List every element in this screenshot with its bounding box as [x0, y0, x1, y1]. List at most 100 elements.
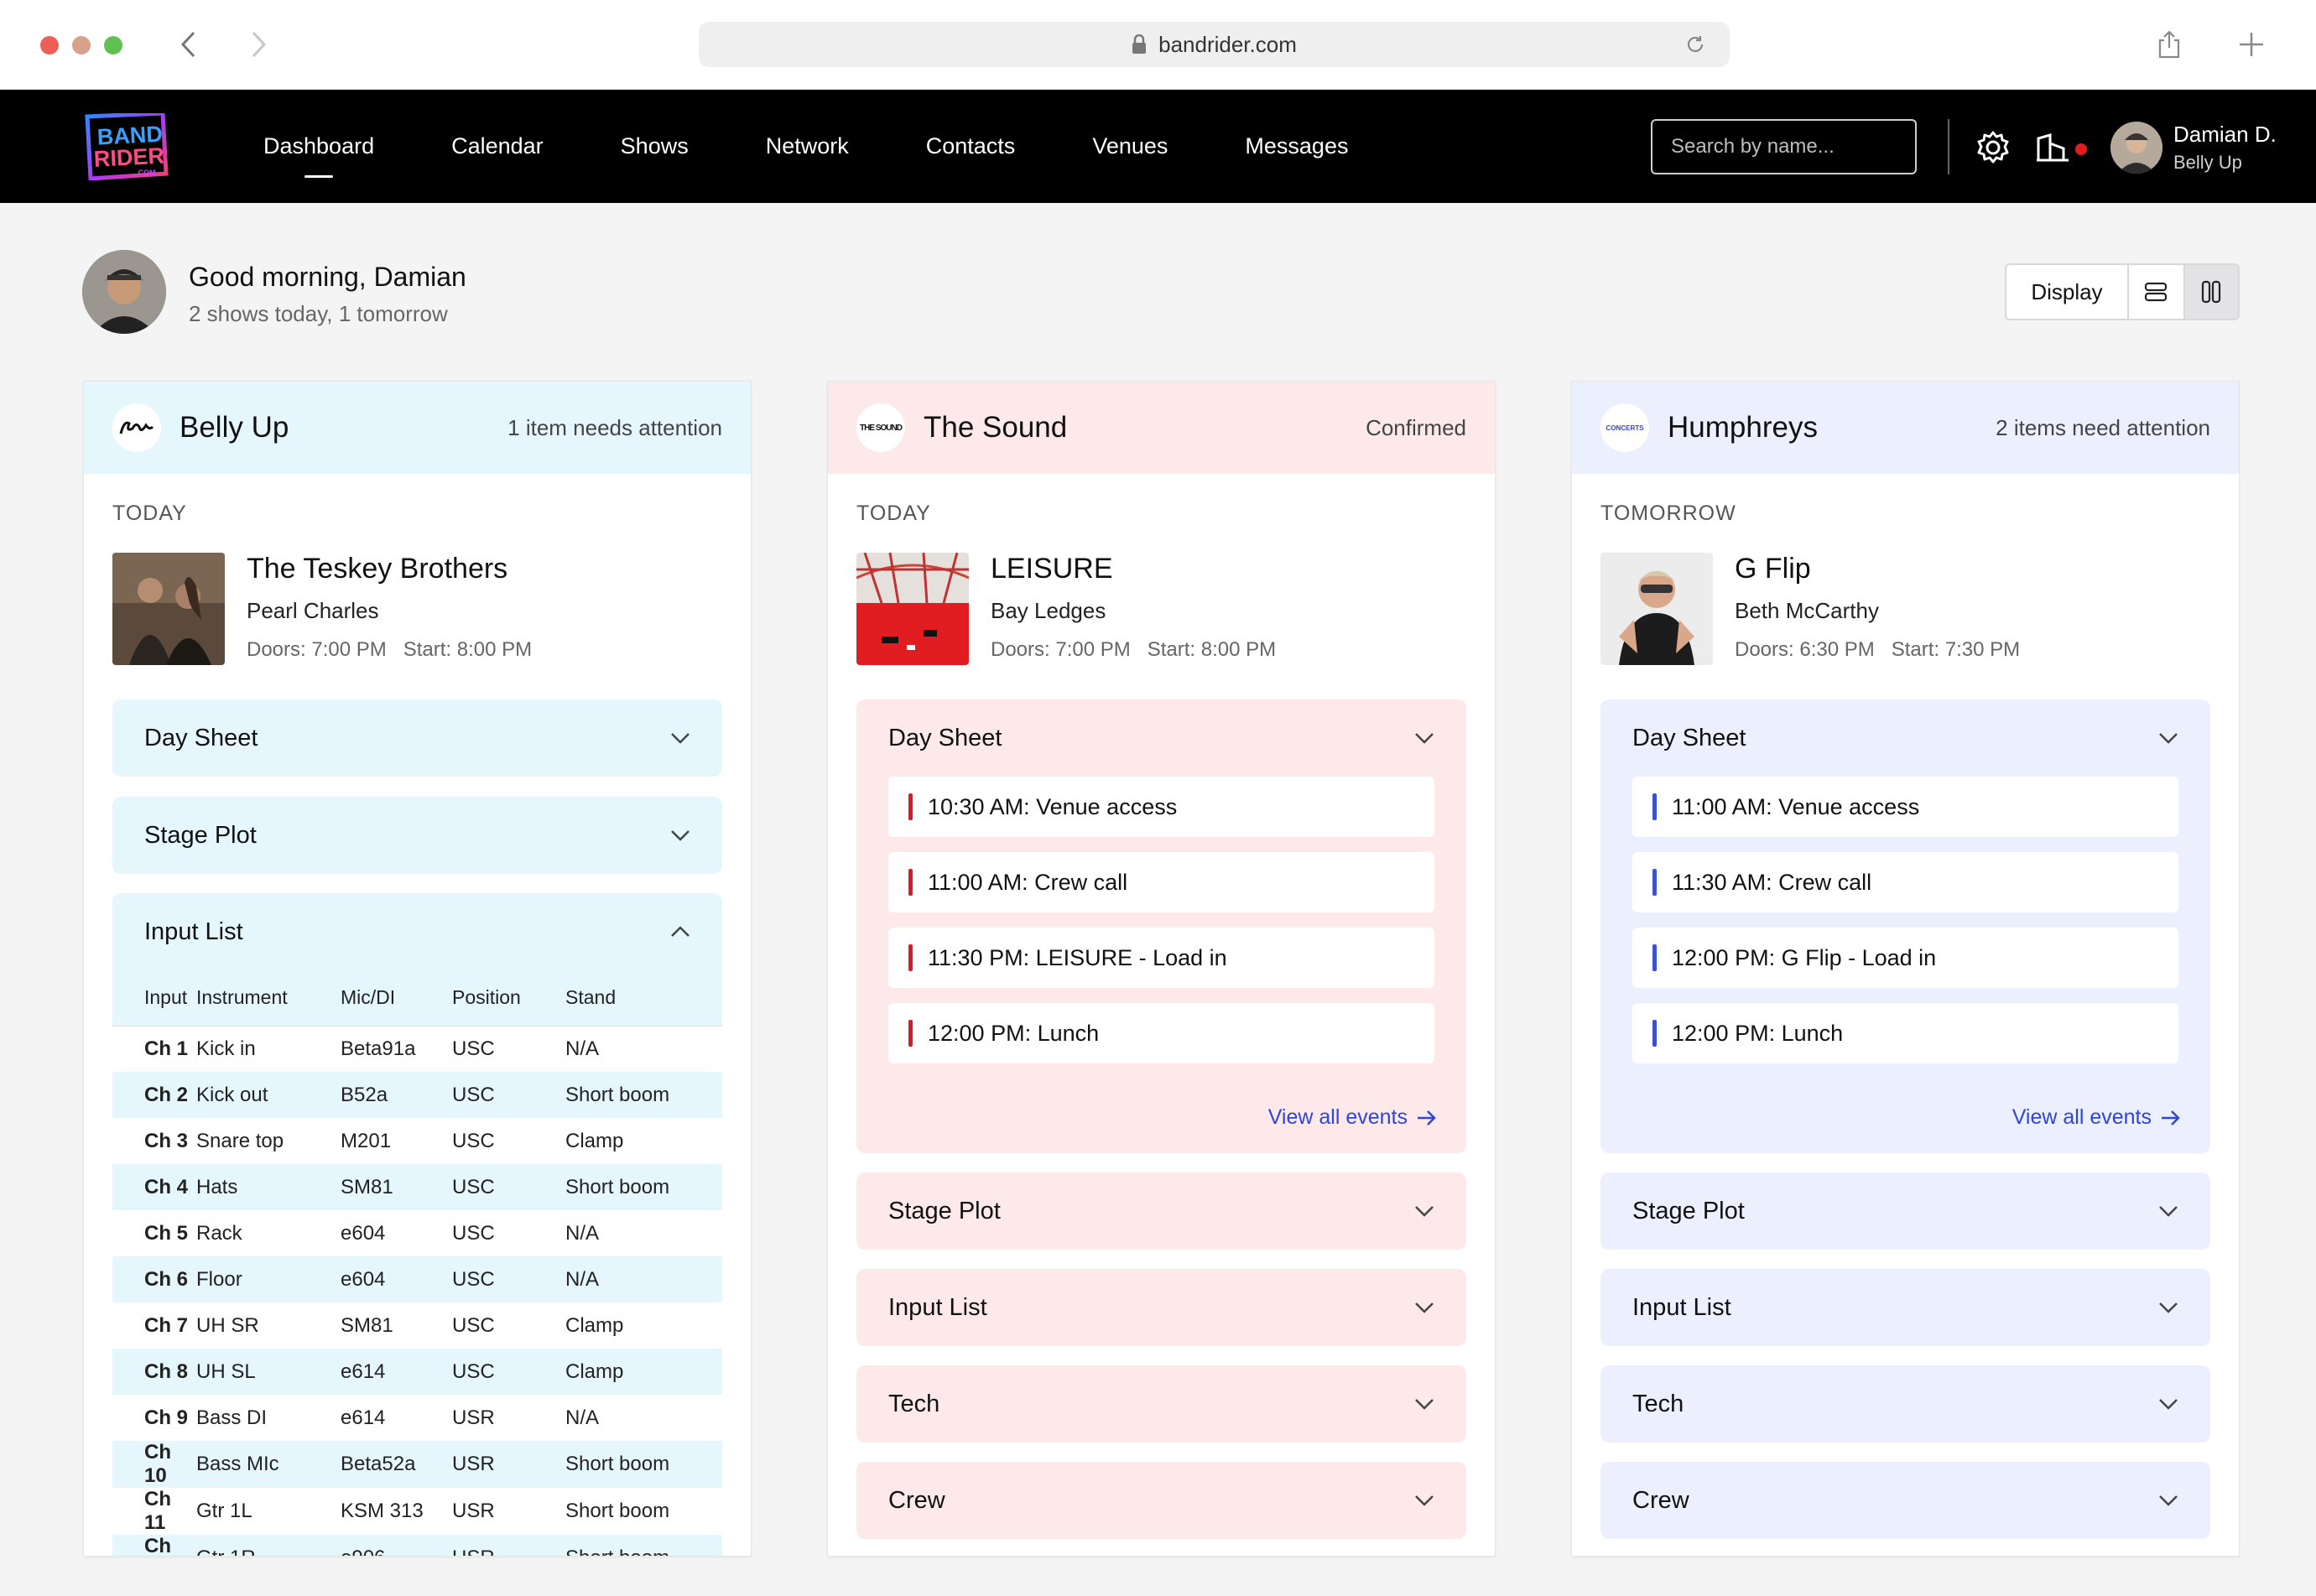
stage-plot-accordion[interactable]: Stage Plot — [1600, 1172, 2210, 1250]
arrow-right-icon — [1418, 1110, 1436, 1126]
schedule-event[interactable]: 11:30 PM: LEISURE - Load in — [888, 928, 1434, 988]
table-row[interactable]: Ch 2 Kick out B52a USC Short boom — [112, 1072, 722, 1118]
notification-dot — [2075, 143, 2087, 155]
table-row[interactable]: Ch 10 Bass MIc Beta52a USR Short boom — [112, 1441, 722, 1488]
tech-accordion[interactable]: Tech — [856, 1365, 1466, 1443]
nav-messages[interactable]: Messages — [1245, 133, 1349, 159]
schedule-event[interactable]: 11:00 AM: Venue access — [1632, 777, 2178, 837]
gear-icon[interactable] — [1975, 130, 2011, 165]
schedule-event[interactable]: 11:30 AM: Crew call — [1632, 852, 2178, 912]
day-sheet-header[interactable]: Day Sheet — [112, 699, 722, 777]
venue-name[interactable]: The Sound — [924, 411, 1068, 444]
view-all-events-link[interactable]: View all events — [2012, 1105, 2182, 1130]
list-view-icon[interactable] — [2129, 265, 2183, 319]
table-row[interactable]: Ch 6 Floor e604 USC N/A — [112, 1256, 722, 1302]
display-button[interactable]: Display — [2006, 265, 2129, 319]
table-cell: N/A — [565, 1037, 600, 1060]
stage-plot-accordion[interactable]: Stage Plot — [112, 797, 722, 874]
headliner-name[interactable]: G Flip — [1735, 553, 1811, 585]
stage-plot-accordion[interactable]: Stage Plot — [856, 1172, 1466, 1250]
table-cell: Short boom — [565, 1500, 670, 1522]
table-cell: N/A — [565, 1221, 600, 1245]
input-list-header[interactable]: Input List — [856, 1269, 1466, 1346]
nav-dashboard[interactable]: Dashboard — [263, 133, 375, 159]
table-row[interactable]: Ch 3 Snare top M201 USC Clamp — [112, 1118, 722, 1164]
table-cell: KSM 313 — [341, 1500, 424, 1522]
url-text: bandrider.com — [1158, 31, 1297, 57]
attention-status[interactable]: 2 items need attention — [1996, 414, 2210, 440]
column-view-icon[interactable] — [2183, 265, 2238, 319]
crew-accordion[interactable]: Crew — [856, 1462, 1466, 1539]
new-tab-icon[interactable] — [2230, 23, 2272, 65]
venue-building-icon[interactable] — [2035, 130, 2070, 165]
day-sheet-accordion[interactable]: Day Sheet 10:30 AM: Venue access 11:00 A… — [856, 699, 1466, 1153]
schedule-event[interactable]: 12:00 PM: Lunch — [888, 1003, 1434, 1063]
input-list-header[interactable]: Input List — [1600, 1269, 2210, 1346]
reload-icon[interactable] — [1684, 34, 1706, 55]
back-icon[interactable] — [168, 23, 210, 65]
headliner-name[interactable]: LEISURE — [991, 553, 1113, 585]
table-cell: Ch 3 — [144, 1129, 189, 1152]
schedule-event[interactable]: 11:00 AM: Crew call — [888, 852, 1434, 912]
schedule-event[interactable]: 12:00 PM: G Flip - Load in — [1632, 928, 2178, 988]
avatar[interactable] — [2110, 122, 2162, 174]
table-row[interactable]: Ch 7 UH SR SM81 USC Clamp — [112, 1302, 722, 1349]
tech-header[interactable]: Tech — [1600, 1365, 2210, 1443]
crew-header[interactable]: Crew — [856, 1462, 1466, 1539]
maximize-window-button[interactable] — [104, 36, 122, 55]
accordion-label: Day Sheet — [144, 724, 258, 751]
table-row[interactable]: Ch 5 Rack e604 USC N/A — [112, 1210, 722, 1256]
venue-header: CONCERTS Humphreys 2 items need attentio… — [1572, 382, 2239, 474]
schedule-event[interactable]: 12:00 PM: Lunch — [1632, 1003, 2178, 1063]
schedule-event[interactable]: 10:30 AM: Venue access — [888, 777, 1434, 837]
greeting-avatar — [82, 250, 166, 334]
table-row[interactable]: Ch 11 Gtr 1L KSM 313 USR Short boom — [112, 1488, 722, 1535]
tech-header[interactable]: Tech — [856, 1365, 1466, 1443]
stage-plot-header[interactable]: Stage Plot — [112, 797, 722, 874]
table-cell: Ch 7 — [144, 1313, 189, 1337]
forward-icon[interactable] — [237, 23, 279, 65]
venue-name[interactable]: Belly Up — [180, 411, 289, 444]
table-cell: Ch 8 — [112, 1349, 196, 1395]
day-sheet-accordion[interactable]: Day Sheet 11:00 AM: Venue access 11:30 A… — [1600, 699, 2210, 1153]
close-window-button[interactable] — [40, 36, 59, 55]
table-cell: N/A — [565, 1406, 600, 1429]
input-list-accordion[interactable]: Input List — [1600, 1269, 2210, 1346]
day-sheet-header[interactable]: Day Sheet — [1600, 699, 2210, 777]
nav-network[interactable]: Network — [765, 133, 849, 159]
user-name[interactable]: Damian D. — [2173, 122, 2277, 147]
nav-venues[interactable]: Venues — [1092, 133, 1168, 159]
tech-accordion[interactable]: Tech — [1600, 1365, 2210, 1443]
day-sheet-header[interactable]: Day Sheet — [856, 699, 1466, 777]
bandrider-logo[interactable]: BAND RIDER .COM — [82, 111, 169, 181]
table-row[interactable]: Ch 1 Kick in Beta91a USC N/A — [112, 1026, 722, 1072]
crew-header[interactable]: Crew — [1600, 1462, 2210, 1539]
input-list-header[interactable]: Input List — [112, 893, 722, 970]
venue-name[interactable]: Humphreys — [1668, 411, 1818, 444]
stage-plot-header[interactable]: Stage Plot — [1600, 1172, 2210, 1250]
nav-shows[interactable]: Shows — [620, 133, 689, 159]
view-all-events-link[interactable]: View all events — [1268, 1105, 1438, 1130]
headliner-name[interactable]: The Teskey Brothers — [247, 553, 508, 585]
table-row[interactable]: Ch 9 Bass DI e614 USR N/A — [112, 1395, 722, 1441]
table-header-row: Input Instrument Mic/DI Position Stand — [112, 970, 722, 1027]
stage-plot-header[interactable]: Stage Plot — [856, 1172, 1466, 1250]
input-list-accordion[interactable]: Input List Input Instrument Mic/DI Posit… — [112, 893, 722, 1556]
minimize-window-button[interactable] — [72, 36, 91, 55]
table-row[interactable]: Ch 8 UH SL e614 USC Clamp — [112, 1349, 722, 1395]
address-bar[interactable]: bandrider.com — [699, 22, 1730, 67]
nav-calendar[interactable]: Calendar — [451, 133, 544, 159]
accordion-label: Input List — [1632, 1293, 1731, 1321]
table-row[interactable]: Ch 12Gtr 1Re906USRShort boom — [112, 1535, 722, 1556]
day-sheet-accordion[interactable]: Day Sheet — [112, 699, 722, 777]
attention-status[interactable]: 1 item needs attention — [507, 414, 722, 440]
table-row[interactable]: Ch 4 Hats SM81 USC Short boom — [112, 1164, 722, 1210]
search-input[interactable] — [1651, 119, 1917, 174]
event-label: Venue access — [1772, 793, 1920, 819]
crew-accordion[interactable]: Crew — [1600, 1462, 2210, 1539]
nav-contacts[interactable]: Contacts — [925, 133, 1016, 159]
table-cell: UH SR — [196, 1313, 259, 1337]
share-icon[interactable] — [2148, 23, 2190, 65]
input-list-accordion[interactable]: Input List — [856, 1269, 1466, 1346]
table-cell: N/A — [565, 1256, 722, 1302]
